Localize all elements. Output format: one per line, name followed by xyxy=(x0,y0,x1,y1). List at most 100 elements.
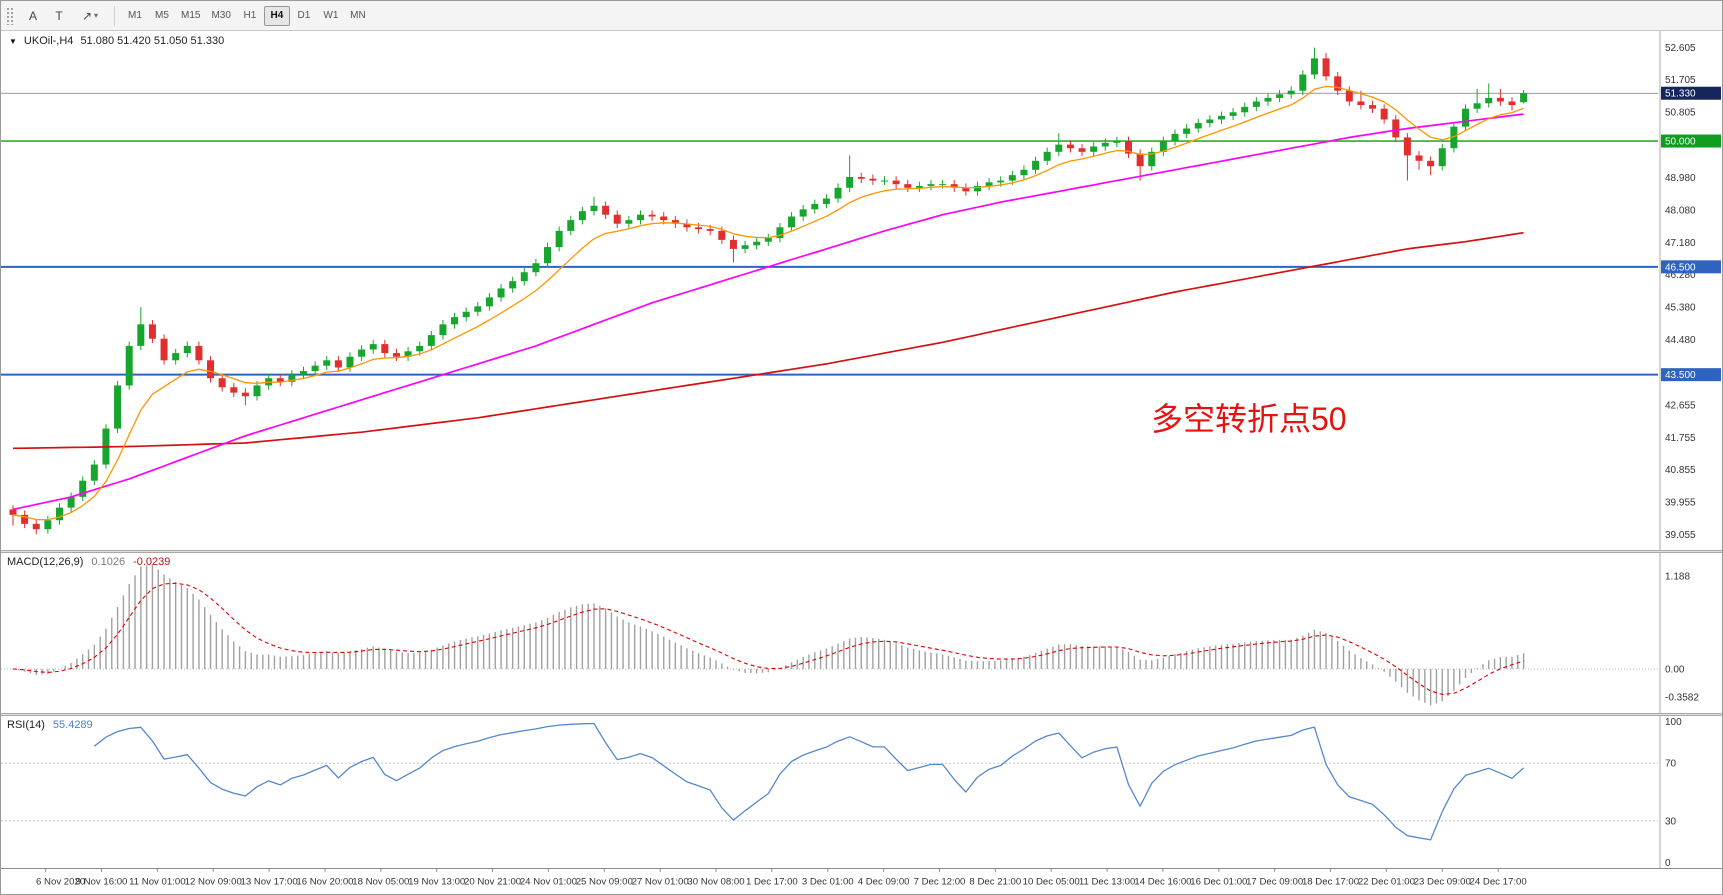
panel-splitter-macd[interactable] xyxy=(1,550,1722,553)
price-axis-label: 46.280 xyxy=(1665,270,1696,281)
macd-axis-label: 0.00 xyxy=(1665,664,1685,675)
macd-name: MACD(12,26,9) xyxy=(7,556,84,568)
macd-axis-label: 1.188 xyxy=(1665,572,1690,583)
toolbar-grip-icon[interactable] xyxy=(6,6,15,25)
dropdown-caret-icon: ▾ xyxy=(94,11,99,20)
time-axis-label: 18 Dec 17:00 xyxy=(1302,876,1359,887)
rsi-canvas[interactable]: 100 70 30 0 xyxy=(1,716,1722,868)
svg-text:50.000: 50.000 xyxy=(1665,137,1696,148)
timeframe-button-h4[interactable]: H4 xyxy=(263,5,290,26)
time-axis-label: 24 Dec 17:00 xyxy=(1470,876,1527,887)
price-axis-label: 39.055 xyxy=(1665,530,1696,541)
svg-text:51.330: 51.330 xyxy=(1665,89,1696,100)
time-axis-label: 8 Dec 21:00 xyxy=(969,876,1021,887)
price-badge: 43.500 xyxy=(1661,368,1721,382)
timeframe-button-m30[interactable]: M30 xyxy=(211,10,231,21)
time-axis-label: 12 Nov 09:00 xyxy=(185,876,242,887)
time-axis-label: 3 Dec 01:00 xyxy=(802,876,854,887)
time-axis-label: 18 Nov 05:00 xyxy=(352,876,409,887)
arrow-style-button[interactable]: A xyxy=(21,5,45,27)
time-axis-label: 25 Nov 09:00 xyxy=(576,876,633,887)
time-axis-label: 11 Dec 13:00 xyxy=(1079,876,1135,887)
time-axis-label: 1 Dec 17:00 xyxy=(746,876,798,887)
cursor-tool-icon: ↗ xyxy=(81,8,93,23)
rsi-axis-label: 100 xyxy=(1665,717,1682,728)
price-axis-label: 42.655 xyxy=(1665,401,1696,412)
panel-splitter-rsi[interactable] xyxy=(1,713,1722,716)
price-axis-label: 45.380 xyxy=(1665,303,1696,314)
time-axis-label: 14 Dec 16:00 xyxy=(1134,876,1191,887)
rsi-label: RSI(14) 55.4289 xyxy=(7,719,93,731)
macd-axis-label: -0.3582 xyxy=(1665,692,1699,703)
chart-window: 52.605 51.705 50.805 48.980 48.080 47.180 46.2… xyxy=(1,31,1722,894)
ma-fast-line xyxy=(12,85,1524,521)
time-axis-label: 27 Nov 01:00 xyxy=(632,876,689,887)
ma-mid-line xyxy=(12,113,1524,511)
toolbar: A T ↗ ▾ M1 M5 M15 M30 H1 H4 D1 W1 MN xyxy=(1,1,1722,31)
price-badge: 50.000 xyxy=(1661,134,1721,148)
price-axis-label: 48.080 xyxy=(1665,206,1696,217)
time-axis-label: 7 Dec 12:00 xyxy=(914,876,966,887)
timeframe-button-h1[interactable]: H1 xyxy=(243,10,257,21)
time-axis-label: 19 Nov 13:00 xyxy=(408,876,465,887)
price-badge: 46.500 xyxy=(1661,260,1721,274)
price-axis-label: 39.955 xyxy=(1665,498,1696,509)
timeframe-button-w1[interactable]: W1 xyxy=(323,10,339,21)
price-axis-label: 50.805 xyxy=(1665,108,1696,119)
macd-signal-line xyxy=(12,582,1524,695)
time-axis-label: 30 Nov 08:00 xyxy=(687,876,744,887)
timeframe-button-m5[interactable]: M5 xyxy=(155,10,169,21)
timeframe-group: M1 M5 M15 M30 H1 H4 D1 W1 MN xyxy=(122,5,371,26)
time-axis-label: 22 Dec 01:00 xyxy=(1358,876,1415,887)
macd-value: 0.1026 xyxy=(91,556,126,568)
rsi-line xyxy=(93,722,1525,841)
svg-text:43.500: 43.500 xyxy=(1665,370,1696,381)
candles-layer xyxy=(9,47,1528,535)
price-axis-label: 44.480 xyxy=(1665,335,1696,346)
time-axis-label: 16 Dec 01:00 xyxy=(1190,876,1247,887)
chart-ohlc-values: 51.080 51.420 51.050 51.330 xyxy=(80,35,225,47)
timeframe-button-m15[interactable]: M15 xyxy=(181,10,201,21)
drawing-tool-button[interactable]: ↗ ▾ xyxy=(73,5,107,27)
time-axis-label: 13 Nov 17:00 xyxy=(241,876,298,887)
macd-histogram xyxy=(18,564,1525,706)
price-axis-label: 47.180 xyxy=(1665,238,1696,249)
timeframe-button-mn[interactable]: MN xyxy=(350,10,366,21)
time-axis-label: 24 Nov 01:00 xyxy=(520,876,577,887)
price-axis-label: 40.855 xyxy=(1665,465,1696,476)
time-axis-label: 20 Nov 21:00 xyxy=(464,876,521,887)
price-axis-label: 48.980 xyxy=(1665,173,1696,184)
price-axis-label: 52.605 xyxy=(1665,43,1696,54)
time-axis-label: 9 Nov 16:00 xyxy=(76,876,128,887)
ma-slow-line xyxy=(12,231,1524,450)
macd-label: MACD(12,26,9) 0.1026 -0.0239 xyxy=(7,556,170,568)
text-tool-button[interactable]: T xyxy=(47,5,71,27)
price-badge: 51.330 xyxy=(1661,86,1721,100)
time-axis-label: 16 Nov 20:00 xyxy=(296,876,353,887)
time-axis-label: 17 Dec 09:00 xyxy=(1246,876,1303,887)
chart-symbol-label: UKOil-,H4 xyxy=(23,35,74,47)
macd-canvas[interactable]: 1.188 0.00 -0.3582 xyxy=(1,553,1722,713)
time-axis-label: 10 Dec 05:00 xyxy=(1023,876,1080,887)
timeframe-button-m1[interactable]: M1 xyxy=(128,10,142,21)
rsi-axis-label: 70 xyxy=(1665,759,1677,770)
svg-text:46.500: 46.500 xyxy=(1665,262,1696,273)
price-axis-label: 41.755 xyxy=(1665,433,1696,444)
rsi-axis-label: 0 xyxy=(1665,858,1671,868)
time-axis[interactable]: 6 Nov 2020 9 Nov 16:00 11 Nov 01:00 12 Nov … xyxy=(1,868,1722,894)
rsi-axis-label: 30 xyxy=(1665,816,1677,827)
timeframe-button-d1[interactable]: D1 xyxy=(297,10,311,21)
time-axis-label: 23 Dec 09:00 xyxy=(1414,876,1471,887)
chart-annotation-text: 多空转折点50 xyxy=(1151,401,1347,437)
price-panel: 52.605 51.705 50.805 48.980 48.080 47.180 46.2… xyxy=(1,31,1722,550)
price-chart-canvas[interactable]: 52.605 51.705 50.805 48.980 48.080 47.180 46.2… xyxy=(1,31,1722,550)
time-axis-label: 6 Nov 2020 xyxy=(36,876,85,887)
chart-dropdown-icon[interactable]: ▼ xyxy=(9,36,17,46)
macd-panel: 1.188 0.00 -0.3582 MACD(12,26,9) 0.1026 -0… xyxy=(1,553,1722,713)
time-axis-label: 4 Dec 09:00 xyxy=(858,876,910,887)
price-axis-label: 51.705 xyxy=(1665,75,1696,86)
rsi-panel: 100 70 30 0 RSI(14) 55.4289 xyxy=(1,716,1722,868)
time-axis-label: 11 Nov 01:00 xyxy=(129,876,185,887)
